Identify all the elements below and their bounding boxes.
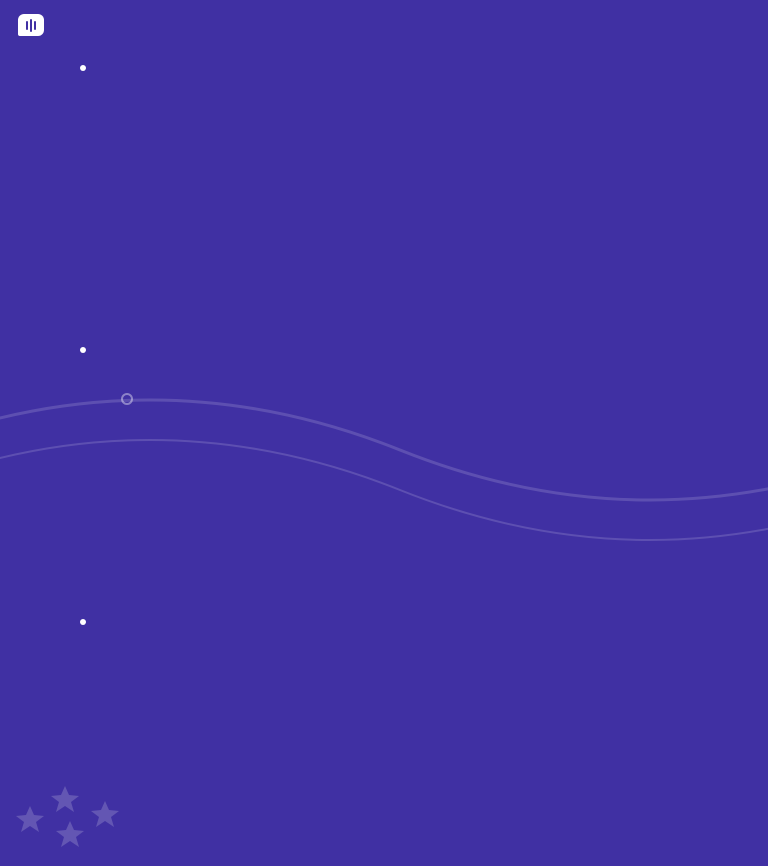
nps-categories	[110, 101, 480, 164]
people-group-icon	[110, 111, 182, 159]
nps-cat-detractors	[110, 101, 182, 164]
pie-csat	[530, 310, 710, 500]
pie-chart-csat	[530, 320, 710, 500]
people-group-icon	[222, 111, 286, 159]
section-ces	[80, 610, 480, 783]
nps-cat-passives	[222, 101, 286, 164]
section-nps	[80, 56, 480, 164]
brand-logo	[18, 14, 50, 36]
logo-icon	[18, 14, 44, 36]
people-group-icon	[326, 111, 390, 159]
nps-title	[98, 56, 480, 79]
section-csat	[80, 338, 480, 405]
pie-chart-nps	[530, 40, 710, 220]
gauge-icon	[150, 648, 380, 778]
pie-chart-ces	[530, 592, 710, 772]
scale-pills	[121, 393, 133, 405]
ces-title	[98, 610, 480, 633]
nps-cat-promoters	[326, 101, 390, 164]
pie-ces	[530, 582, 710, 772]
background-stars	[10, 776, 140, 856]
ces-gauge	[150, 648, 480, 783]
csat-title	[98, 338, 480, 361]
pie-nps	[530, 30, 710, 220]
csat-scale	[115, 393, 480, 405]
